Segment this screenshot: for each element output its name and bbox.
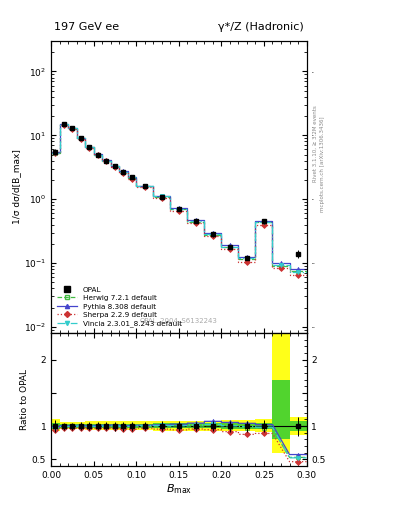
Text: 197 GeV ee: 197 GeV ee bbox=[53, 22, 119, 32]
Text: OPAL_2004_S6132243: OPAL_2004_S6132243 bbox=[140, 317, 218, 325]
Text: Rivet 3.1.10, ≥ 3.2M events: Rivet 3.1.10, ≥ 3.2M events bbox=[312, 105, 318, 182]
Y-axis label: Ratio to OPAL: Ratio to OPAL bbox=[20, 369, 29, 430]
Text: mcplots.cern.ch [arXiv:1306.3436]: mcplots.cern.ch [arXiv:1306.3436] bbox=[320, 116, 325, 211]
Y-axis label: 1/σ dσ/d[B_max]: 1/σ dσ/d[B_max] bbox=[12, 150, 21, 224]
Text: γ*/Z (Hadronic): γ*/Z (Hadronic) bbox=[218, 22, 304, 32]
Legend: OPAL, Herwig 7.2.1 default, Pythia 8.308 default, Sherpa 2.2.9 default, Vincia 2: OPAL, Herwig 7.2.1 default, Pythia 8.308… bbox=[55, 284, 184, 330]
X-axis label: $B_{\rm max}$: $B_{\rm max}$ bbox=[166, 482, 192, 496]
